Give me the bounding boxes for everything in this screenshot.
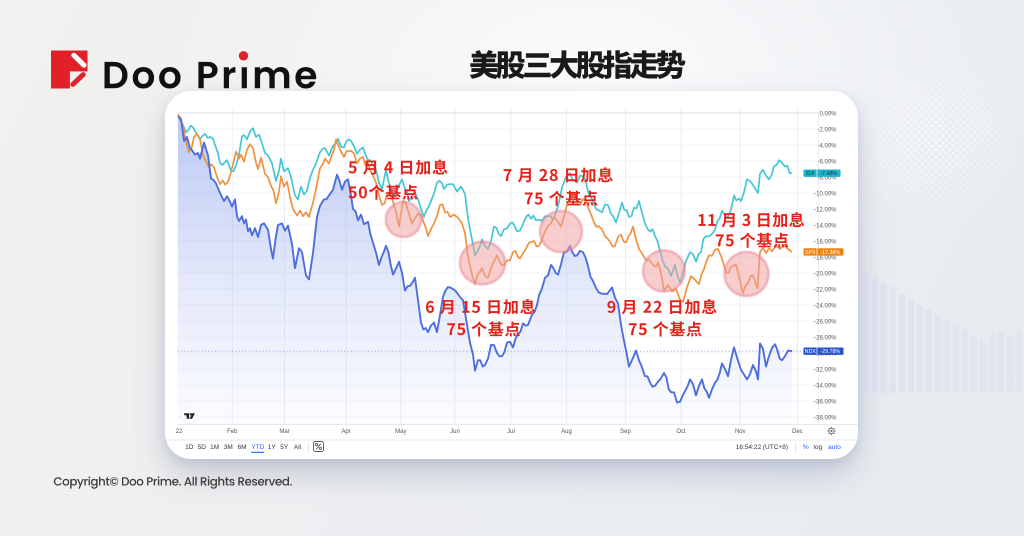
svg-text:-10.00%: -10.00% xyxy=(814,191,837,197)
svg-text:SPX: SPX xyxy=(805,250,816,256)
svg-text:-28.00%: -28.00% xyxy=(814,335,837,341)
svg-text:-14.00%: -14.00% xyxy=(814,223,837,229)
svg-text:-38.00%: -38.00% xyxy=(814,415,837,421)
svg-text:-4.00%: -4.00% xyxy=(817,143,837,149)
svg-text:1M: 1M xyxy=(210,444,219,451)
svg-text:-20.00%: -20.00% xyxy=(814,271,837,277)
svg-text:-34.00%: -34.00% xyxy=(814,383,837,389)
svg-text:All: All xyxy=(294,444,302,451)
svg-text:Aug: Aug xyxy=(561,429,572,435)
svg-text:May: May xyxy=(395,429,406,435)
svg-text:YTD: YTD xyxy=(251,444,264,451)
svg-text:Jun: Jun xyxy=(450,429,460,435)
svg-text:-26.00%: -26.00% xyxy=(814,319,837,325)
svg-text:Oct: Oct xyxy=(676,429,686,435)
svg-text:0.00%: 0.00% xyxy=(819,111,837,117)
svg-text:-12.00%: -12.00% xyxy=(814,207,837,213)
svg-text:16:54:22 (UTC+8): 16:54:22 (UTC+8) xyxy=(736,444,788,451)
svg-text:22: 22 xyxy=(176,429,183,435)
svg-text:Mar: Mar xyxy=(279,429,289,435)
svg-text:-24.00%: -24.00% xyxy=(814,303,837,309)
svg-text:-32.00%: -32.00% xyxy=(814,367,837,373)
svg-text:6M: 6M xyxy=(237,444,246,451)
svg-text:-7.48%: -7.48% xyxy=(820,171,837,177)
svg-text:DJI: DJI xyxy=(806,171,814,177)
svg-text:-18.00%: -18.00% xyxy=(814,255,837,261)
svg-text:3M: 3M xyxy=(224,444,233,451)
svg-text:Apr: Apr xyxy=(341,429,350,435)
svg-text:-36.00%: -36.00% xyxy=(814,399,837,405)
svg-text:Feb: Feb xyxy=(227,429,238,435)
svg-text:-29.78%: -29.78% xyxy=(820,349,840,355)
svg-text:-22.00%: -22.00% xyxy=(814,287,837,293)
svg-text:Dec: Dec xyxy=(792,429,803,435)
svg-text:1D: 1D xyxy=(185,444,194,451)
svg-text:1Y: 1Y xyxy=(268,444,277,451)
svg-text:-6.00%: -6.00% xyxy=(817,159,837,165)
svg-text:Nov: Nov xyxy=(735,429,746,435)
svg-text:-16.00%: -16.00% xyxy=(814,239,837,245)
svg-text:log: log xyxy=(814,444,823,451)
svg-text:auto: auto xyxy=(828,444,841,451)
svg-text:Jul: Jul xyxy=(507,429,515,435)
svg-text:-2.00%: -2.00% xyxy=(817,127,837,133)
svg-text:5Y: 5Y xyxy=(280,444,289,451)
svg-text:-8.00%: -8.00% xyxy=(817,175,837,181)
svg-text:-17.36%: -17.36% xyxy=(820,250,840,256)
svg-text:%: % xyxy=(803,444,809,451)
svg-text:Sep: Sep xyxy=(620,429,631,435)
svg-text:NDX: NDX xyxy=(805,349,817,355)
svg-text:5D: 5D xyxy=(198,444,207,451)
